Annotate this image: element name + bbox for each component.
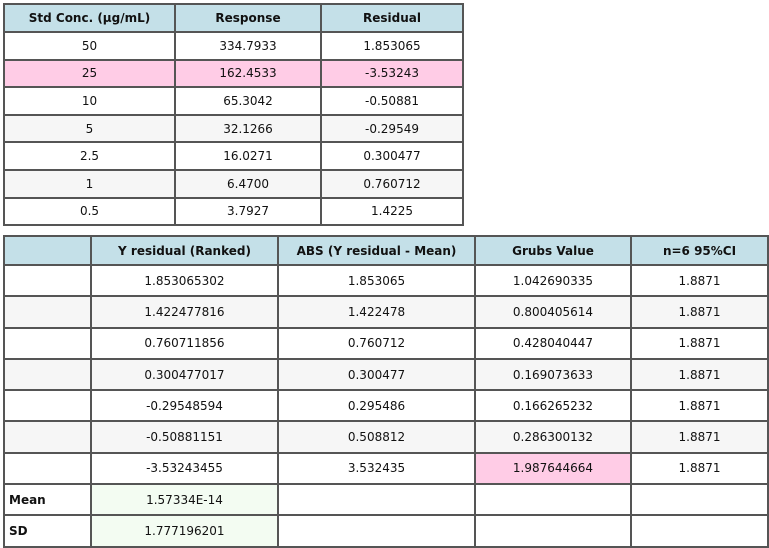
grubs-value-cell: 0.428040447 <box>474 326 632 360</box>
table-row: 2.5 16.0271 0.300477 <box>3 141 464 171</box>
y-residual-cell: 1.422477816 <box>90 295 279 329</box>
critical-value-cell: 1.8871 <box>630 451 769 486</box>
y-residual-cell: -0.29548594 <box>90 389 279 423</box>
response-cell: 6.4700 <box>174 168 322 199</box>
grubs-value-cell: 0.286300132 <box>474 420 632 454</box>
std-conc-cell: 5 <box>3 113 176 144</box>
response-cell: 32.1266 <box>174 113 322 144</box>
table-row: 0.5 3.7927 1.4225 <box>3 196 464 227</box>
residual-cell: -0.29549 <box>320 113 464 144</box>
critical-value-cell: 1.8871 <box>630 326 769 360</box>
residual-cell: -3.53243 <box>320 58 464 89</box>
critical-value-cell: 1.8871 <box>630 389 769 423</box>
table-row: -0.50881151 0.508812 0.286300132 1.8871 <box>3 420 769 454</box>
empty-cell <box>474 483 632 517</box>
header-response: Response <box>174 3 322 33</box>
header-residual: Residual <box>320 3 464 33</box>
std-conc-cell: 1 <box>3 168 176 199</box>
std-conc-cell: 50 <box>3 31 176 61</box>
table-row: 0.300477017 0.300477 0.169073633 1.8871 <box>3 357 769 392</box>
grubs-value-cell: 1.042690335 <box>474 263 632 298</box>
label-cell <box>3 389 92 423</box>
residual-cell: 1.4225 <box>320 196 464 227</box>
table-row: 10 65.3042 -0.50881 <box>3 86 464 116</box>
abs-residual-cell: 1.853065 <box>277 263 476 298</box>
critical-value-cell: 1.8871 <box>630 263 769 298</box>
abs-residual-cell: 0.300477 <box>277 357 476 392</box>
std-conc-cell: 0.5 <box>3 196 176 227</box>
response-cell: 334.7933 <box>174 31 322 61</box>
empty-cell <box>277 483 476 517</box>
y-residual-cell: -3.53243455 <box>90 451 279 486</box>
response-cell: 65.3042 <box>174 86 322 116</box>
label-cell <box>3 420 92 454</box>
critical-value-cell: 1.8871 <box>630 357 769 392</box>
std-conc-cell: 25 <box>3 58 176 89</box>
grubs-value-cell: 1.987644664 <box>474 451 632 486</box>
label-cell <box>3 295 92 329</box>
std-conc-cell: 2.5 <box>3 141 176 171</box>
table-row: 1.853065302 1.853065 1.042690335 1.8871 <box>3 263 769 298</box>
abs-residual-cell: 0.508812 <box>277 420 476 454</box>
header-blank <box>3 235 92 266</box>
table-row: 25 162.4533 -3.53243 <box>3 58 464 89</box>
table-row: -3.53243455 3.532435 1.987644664 1.8871 <box>3 451 769 486</box>
grubs-value-cell: 0.169073633 <box>474 357 632 392</box>
summary-label: SD <box>3 514 92 548</box>
abs-residual-cell: 0.760712 <box>277 326 476 360</box>
summary-label: Mean <box>3 483 92 517</box>
calibration-table: Std Conc. (µg/mL) Response Residual 50 33… <box>3 3 464 227</box>
residual-cell: 1.853065 <box>320 31 464 61</box>
table-row: 0.760711856 0.760712 0.428040447 1.8871 <box>3 326 769 360</box>
abs-residual-cell: 3.532435 <box>277 451 476 486</box>
empty-cell <box>630 483 769 517</box>
empty-cell <box>474 514 632 548</box>
table-row: -0.29548594 0.295486 0.166265232 1.8871 <box>3 389 769 423</box>
header-critical-value: n=6 95%CI <box>630 235 769 266</box>
grubs-value-cell: 0.800405614 <box>474 295 632 329</box>
table-row: 50 334.7933 1.853065 <box>3 31 464 61</box>
residual-cell: 0.760712 <box>320 168 464 199</box>
residual-cell: 0.300477 <box>320 141 464 171</box>
y-residual-cell: 0.300477017 <box>90 357 279 392</box>
response-cell: 16.0271 <box>174 141 322 171</box>
critical-value-cell: 1.8871 <box>630 295 769 329</box>
label-cell <box>3 263 92 298</box>
abs-residual-cell: 1.422478 <box>277 295 476 329</box>
header-row: Y residual (Ranked) ABS (Y residual - Me… <box>3 235 769 266</box>
std-conc-cell: 10 <box>3 86 176 116</box>
abs-residual-cell: 0.295486 <box>277 389 476 423</box>
summary-row: SD 1.777196201 <box>3 514 769 548</box>
summary-row: Mean 1.57334E-14 <box>3 483 769 517</box>
grubs-value-cell: 0.166265232 <box>474 389 632 423</box>
table-row: 1 6.4700 0.760712 <box>3 168 464 199</box>
summary-value: 1.57334E-14 <box>90 483 279 517</box>
residual-cell: -0.50881 <box>320 86 464 116</box>
label-cell <box>3 326 92 360</box>
critical-value-cell: 1.8871 <box>630 420 769 454</box>
summary-value: 1.777196201 <box>90 514 279 548</box>
grubbs-table: Y residual (Ranked) ABS (Y residual - Me… <box>3 235 769 548</box>
y-residual-cell: 1.853065302 <box>90 263 279 298</box>
y-residual-cell: 0.760711856 <box>90 326 279 360</box>
header-std-conc: Std Conc. (µg/mL) <box>3 3 176 33</box>
header-abs-residual-mean: ABS (Y residual - Mean) <box>277 235 476 266</box>
label-cell <box>3 451 92 486</box>
label-cell <box>3 357 92 392</box>
empty-cell <box>277 514 476 548</box>
response-cell: 3.7927 <box>174 196 322 227</box>
table-row: 1.422477816 1.422478 0.800405614 1.8871 <box>3 295 769 329</box>
header-y-residual-ranked: Y residual (Ranked) <box>90 235 279 266</box>
header-grubs-value: Grubs Value <box>474 235 632 266</box>
table-row: 5 32.1266 -0.29549 <box>3 113 464 144</box>
response-cell: 162.4533 <box>174 58 322 89</box>
header-row: Std Conc. (µg/mL) Response Residual <box>3 3 464 33</box>
y-residual-cell: -0.50881151 <box>90 420 279 454</box>
empty-cell <box>630 514 769 548</box>
